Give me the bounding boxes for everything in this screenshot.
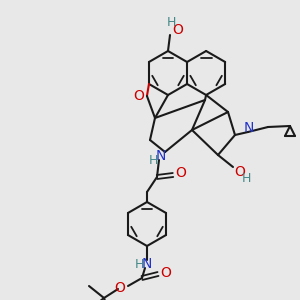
Text: H: H bbox=[134, 257, 144, 271]
Text: N: N bbox=[244, 121, 254, 135]
Text: O: O bbox=[235, 165, 245, 179]
Text: O: O bbox=[176, 166, 186, 180]
Text: H: H bbox=[241, 172, 251, 185]
Text: H: H bbox=[148, 154, 158, 166]
Text: O: O bbox=[160, 266, 171, 280]
Text: N: N bbox=[156, 149, 166, 163]
Text: O: O bbox=[115, 281, 125, 295]
Text: O: O bbox=[172, 23, 183, 37]
Text: N: N bbox=[142, 257, 152, 271]
Text: O: O bbox=[134, 89, 144, 103]
Text: H: H bbox=[166, 16, 176, 29]
